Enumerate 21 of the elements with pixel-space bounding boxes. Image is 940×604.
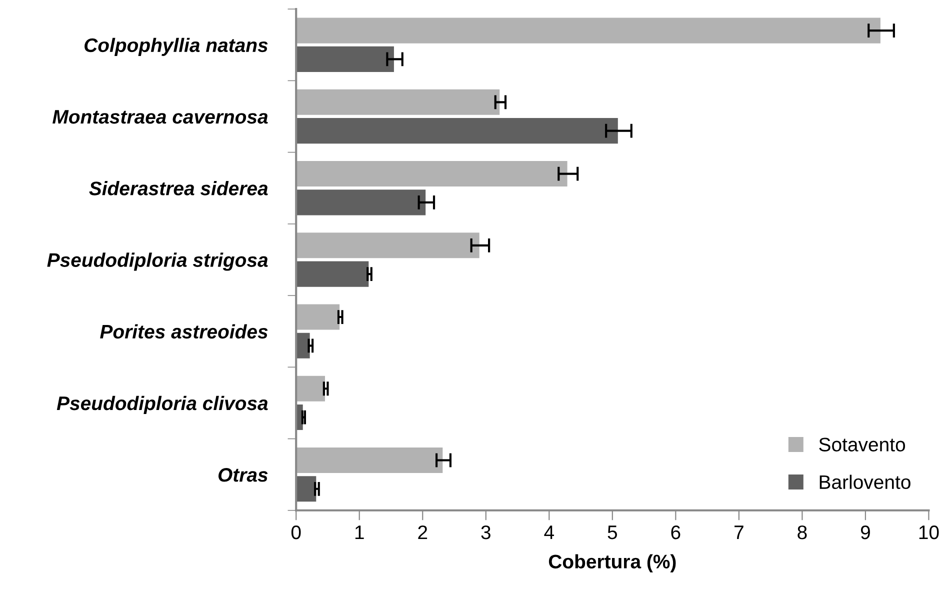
y-tick-label: Otras (218, 468, 268, 482)
y-tick-label: Porites astreoides (100, 324, 268, 339)
y-tick-label: Pseudodiploria strigosa (47, 252, 268, 271)
x-tick-label: 9 (860, 525, 870, 540)
y-tick-label: Montastraea cavernosa (52, 110, 268, 124)
x-tick-label: 2 (418, 525, 428, 540)
y-tick-label: Siderastrea siderea (89, 181, 268, 196)
x-tick-label: 3 (481, 525, 490, 540)
y-tick-label: Colpophyllia natans (84, 38, 268, 56)
y-tick-label: Pseudodiploria clivosa (56, 396, 268, 414)
x-tick-label: 5 (608, 526, 617, 540)
x-tick-label: 1 (355, 526, 364, 540)
legend-label: Sotavento (819, 438, 906, 452)
legend-label: Barlovento (820, 474, 910, 490)
x-tick-label: 4 (544, 526, 554, 540)
x-tick-label: 0 (291, 525, 301, 540)
x-tick-label: 8 (798, 525, 807, 540)
x-tick-label: 6 (671, 525, 680, 540)
x-tick-label: 10 (919, 525, 939, 540)
x-axis-title: Cobertura (%) (548, 554, 676, 572)
x-tick-label: 7 (734, 526, 744, 540)
